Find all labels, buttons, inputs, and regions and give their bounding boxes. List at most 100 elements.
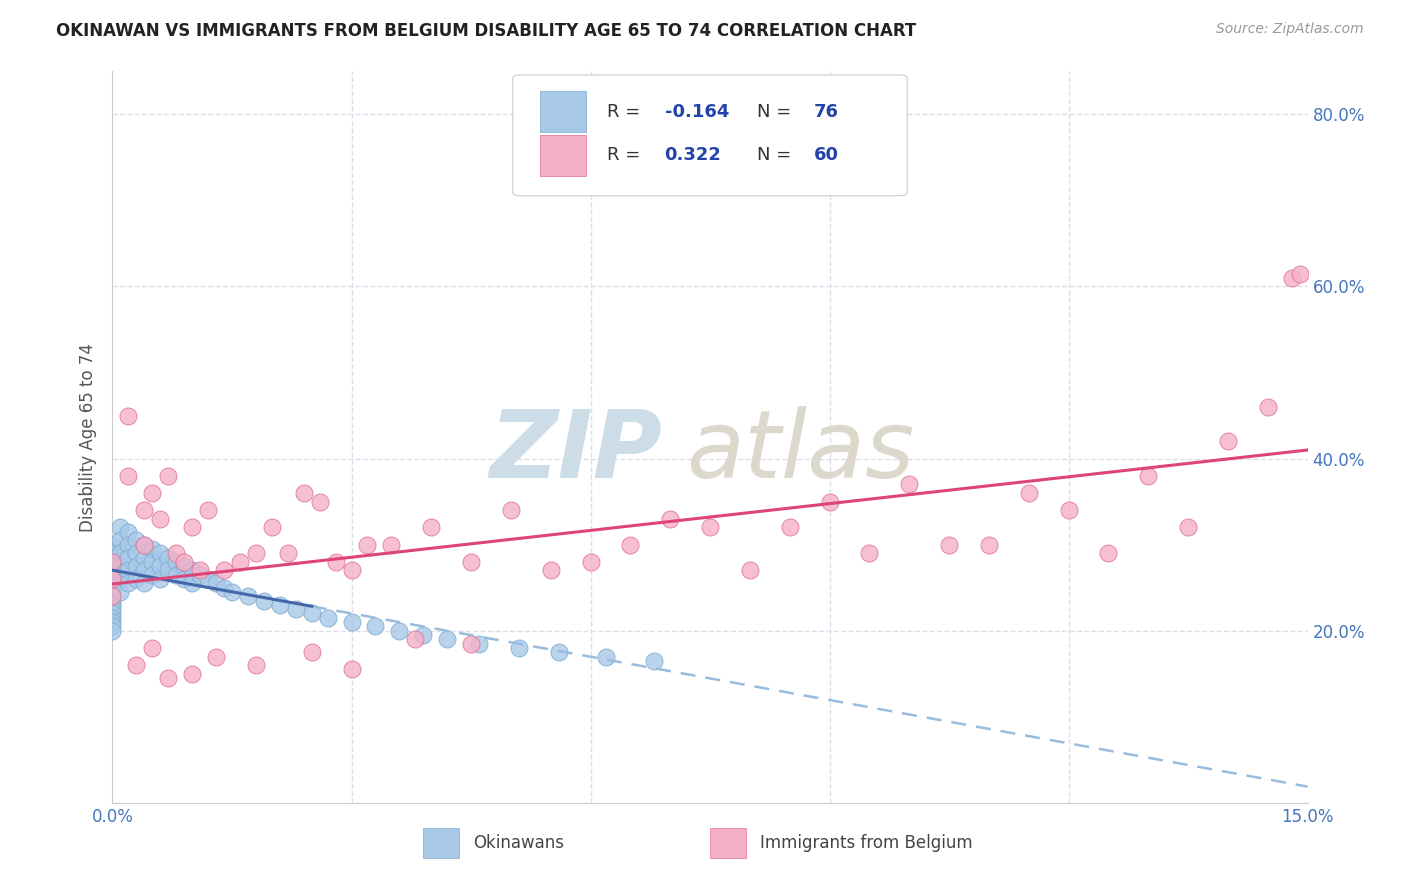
Point	[110, 585, 132, 599]
Point	[277, 546, 299, 560]
Point	[188, 567, 211, 582]
Point	[134, 550, 156, 565]
Point	[110, 559, 132, 574]
Point	[236, 589, 259, 603]
Point	[260, 520, 283, 534]
Point	[101, 546, 124, 560]
Point	[181, 520, 204, 534]
Text: -0.164: -0.164	[665, 103, 728, 120]
Point	[157, 468, 180, 483]
Point	[380, 538, 402, 552]
Point	[101, 555, 124, 569]
Point	[117, 468, 139, 483]
Point	[134, 503, 156, 517]
Point	[468, 637, 491, 651]
Point	[1137, 468, 1160, 483]
Point	[173, 572, 195, 586]
Point	[738, 564, 761, 578]
Point	[1281, 271, 1303, 285]
Point	[221, 585, 243, 599]
Point	[101, 619, 124, 633]
FancyBboxPatch shape	[513, 75, 907, 195]
Point	[284, 602, 307, 616]
Point	[101, 589, 124, 603]
Point	[157, 671, 180, 685]
Point	[165, 555, 187, 569]
Point	[356, 538, 378, 552]
Text: 76: 76	[814, 103, 839, 120]
Point	[420, 520, 443, 534]
Point	[110, 520, 132, 534]
Point	[110, 533, 132, 548]
Point	[292, 486, 315, 500]
Point	[340, 564, 363, 578]
Text: Okinawans: Okinawans	[474, 834, 564, 852]
Point	[301, 645, 323, 659]
Point	[340, 662, 363, 676]
Point	[547, 645, 569, 659]
Point	[101, 559, 124, 574]
Point	[125, 559, 148, 574]
Point	[858, 546, 880, 560]
Point	[245, 546, 267, 560]
Point	[134, 576, 156, 591]
Point	[134, 538, 156, 552]
Point	[659, 512, 682, 526]
Point	[579, 555, 602, 569]
Point	[157, 564, 180, 578]
Point	[101, 598, 124, 612]
Point	[125, 546, 148, 560]
Text: Immigrants from Belgium: Immigrants from Belgium	[761, 834, 973, 852]
Point	[173, 559, 195, 574]
Point	[101, 538, 124, 552]
Point	[1216, 434, 1239, 449]
Text: ZIP: ZIP	[489, 406, 662, 498]
Point	[540, 564, 562, 578]
Point	[643, 654, 665, 668]
Point	[404, 632, 426, 647]
Point	[340, 615, 363, 629]
Point	[101, 555, 124, 569]
Point	[245, 658, 267, 673]
Point	[117, 409, 139, 423]
Text: Source: ZipAtlas.com: Source: ZipAtlas.com	[1216, 22, 1364, 37]
Point	[1288, 267, 1310, 281]
Text: 60: 60	[814, 146, 839, 164]
Point	[460, 555, 482, 569]
Point	[898, 477, 921, 491]
Point	[818, 494, 841, 508]
Point	[197, 503, 219, 517]
Point	[1018, 486, 1040, 500]
Point	[205, 576, 228, 591]
Point	[205, 649, 228, 664]
Point	[101, 602, 124, 616]
Point	[101, 550, 124, 565]
Point	[101, 607, 124, 621]
Point	[117, 550, 139, 565]
Point	[141, 640, 163, 655]
Text: atlas: atlas	[686, 406, 914, 497]
Point	[141, 555, 163, 569]
Point	[125, 533, 148, 548]
Point	[101, 581, 124, 595]
Point	[149, 559, 172, 574]
Point	[181, 564, 204, 578]
Text: N =: N =	[756, 103, 797, 120]
Point	[325, 555, 347, 569]
FancyBboxPatch shape	[540, 92, 586, 132]
Point	[1057, 503, 1080, 517]
Point	[149, 572, 172, 586]
Point	[141, 541, 163, 556]
Point	[134, 564, 156, 578]
Point	[388, 624, 411, 638]
Point	[308, 494, 330, 508]
Point	[212, 581, 235, 595]
FancyBboxPatch shape	[710, 828, 747, 858]
Point	[101, 593, 124, 607]
Point	[101, 567, 124, 582]
Point	[619, 538, 641, 552]
Text: N =: N =	[756, 146, 797, 164]
Point	[101, 585, 124, 599]
Point	[779, 520, 801, 534]
Point	[141, 486, 163, 500]
